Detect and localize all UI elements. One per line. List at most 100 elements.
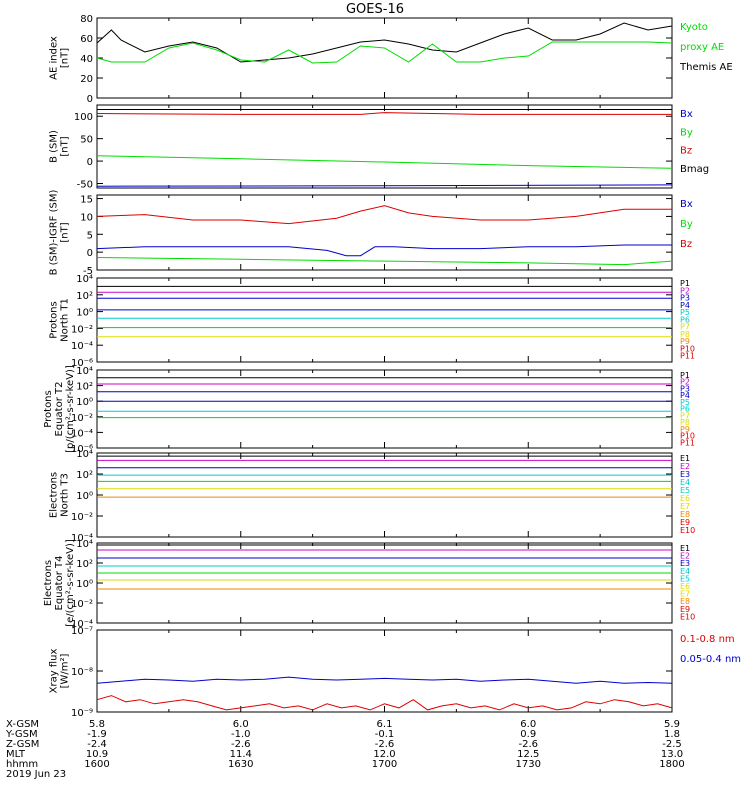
y-tick-label: 10⁻⁴ [71, 533, 93, 544]
x-row-label: hhmm [6, 759, 38, 770]
legend-entry: Kyoto [680, 22, 708, 33]
panel-frame [96, 452, 673, 538]
y-tick-label: 40 [80, 54, 93, 65]
legend-entry: P1 [680, 371, 690, 380]
legend-entry: E10 [680, 526, 695, 535]
legend-entry: P2 [680, 378, 690, 387]
y-tick-label: 10⁻⁶ [71, 444, 93, 455]
legend-entry: E6 [680, 494, 690, 503]
y-tick-label: 10 [80, 212, 93, 223]
y-tick-label: 0 [87, 94, 93, 105]
legend-entry: 0.1-0.8 nm [680, 634, 735, 645]
y-label-line: [nT] [60, 136, 71, 156]
y-tick-label: 0 [87, 248, 93, 259]
y-axis-label: AE index [nT] [49, 36, 71, 80]
y-label-line: Protons [43, 390, 54, 427]
y-tick-label: 50 [80, 135, 93, 146]
y-tick-label: 10⁻⁴ [71, 341, 93, 352]
panel-frame [96, 17, 673, 99]
y-tick-label: 10⁻⁷ [71, 626, 93, 637]
x-tick-value: 1.8 [664, 729, 680, 740]
y-label-line: North T3 [60, 473, 71, 517]
y-label-line: [e/(cm²-s-sr-keV)] [65, 539, 76, 627]
y-tick-label: 10⁴ [76, 539, 93, 550]
series-line-bx [96, 184, 673, 187]
legend-entry: E6 [680, 582, 690, 591]
x-row-label: Y-GSM [5, 729, 38, 740]
plot-title: GOES-16 [346, 2, 404, 17]
series-line-0-1-0-8-nm [96, 695, 673, 711]
legend-entry: E8 [680, 597, 690, 606]
x-tick-value: 11.4 [230, 749, 252, 760]
legend-entry: proxy AE [680, 42, 724, 53]
y-tick-label: 10⁻⁴ [71, 619, 93, 630]
y-label-line: [nT] [60, 48, 71, 68]
legend-entry: P9 [680, 425, 690, 434]
x-tick-value: 1700 [372, 759, 397, 770]
x-tick-value: -2.6 [518, 739, 538, 750]
legend-entry: Bx [680, 109, 693, 120]
legend: 0.1-0.8 nm 0.05-0.4 nm [680, 634, 741, 665]
y-label-line: Equator T4 [54, 556, 65, 611]
y-tick-label: 15 [80, 195, 93, 206]
y-tick-label: 60 [80, 34, 93, 45]
panel-3: -5 0 5 10 15 B (SM)-IGRF (SM) [nT] Bx By Bz [49, 190, 693, 277]
y-tick-label: 10⁻⁶ [71, 358, 93, 369]
legend-entry: P2 [680, 286, 690, 295]
legend: Kyoto proxy AE Themis AE [679, 22, 733, 73]
y-tick-label: 10⁴ [76, 274, 93, 285]
legend-entry: P8 [680, 418, 690, 427]
legend-entry: P7 [680, 411, 690, 420]
y-axis-label: B (SM) [nT] [49, 130, 71, 163]
legend-entry: P4 [680, 391, 690, 400]
y-tick-label: 10⁻² [71, 324, 93, 335]
legend-entry: E4 [680, 478, 690, 487]
y-tick-label: 10⁻⁴ [71, 428, 93, 439]
y-tick-label: -5 [83, 266, 93, 277]
plot-date: 2019 Jun 23 [6, 769, 66, 780]
legend-entry: By [680, 127, 693, 138]
x-tick-value: -1.0 [231, 729, 251, 740]
y-tick-label: 10⁰ [76, 491, 93, 502]
legend-entry: Bx [680, 199, 693, 210]
series-line-by [96, 155, 673, 169]
x-tick-value: 6.1 [377, 719, 393, 730]
legend-entry: Bz [680, 239, 692, 250]
y-label-line: B (SM)-IGRF (SM) [49, 190, 60, 276]
y-axis-label: Electrons Equator T4 [e/(cm²-s-sr-keV)] [43, 539, 76, 627]
x-tick-value: 12.0 [373, 749, 395, 760]
y-tick-label: 10⁰ [76, 308, 93, 319]
legend-entry: P1 [680, 279, 690, 288]
legend: Bx By Bz Bmag [680, 109, 709, 175]
x-tick-value: 1630 [228, 759, 253, 770]
legend-entry: E5 [680, 486, 690, 495]
y-tick-label: 80 [80, 14, 93, 25]
series-line-0-05-0-4-nm [96, 676, 673, 684]
panel-4: 10⁻⁶ 10⁻⁴ 10⁻² 10⁰ 10² 10⁴ Protons North T1 P1P2… [49, 274, 696, 369]
legend: Bx By Bz [680, 199, 693, 250]
y-tick-label: 10² [76, 291, 93, 302]
legend-entry: P5 [680, 308, 690, 317]
y-tick-label: 10⁰ [76, 579, 93, 590]
series-line-bz [96, 205, 672, 225]
legend-entry: P3 [680, 294, 690, 303]
y-tick-label: 10⁰ [76, 397, 93, 408]
y-tick-label: 10² [76, 382, 93, 393]
y-label-line: Xray flux [49, 649, 60, 694]
y-tick-label: 10² [76, 470, 93, 481]
legend-entry: 0.05-0.4 nm [680, 654, 741, 665]
x-tick-value: 5.9 [664, 719, 680, 730]
x-tick-value: 12.5 [517, 749, 539, 760]
legend-entry: P11 [680, 352, 695, 361]
x-tick-value: 6.0 [520, 719, 536, 730]
legend-entry: E8 [680, 510, 690, 519]
x-tick-value: 6.0 [233, 719, 249, 730]
legend-entry: P7 [680, 323, 690, 332]
y-label-line: AE index [49, 36, 60, 80]
